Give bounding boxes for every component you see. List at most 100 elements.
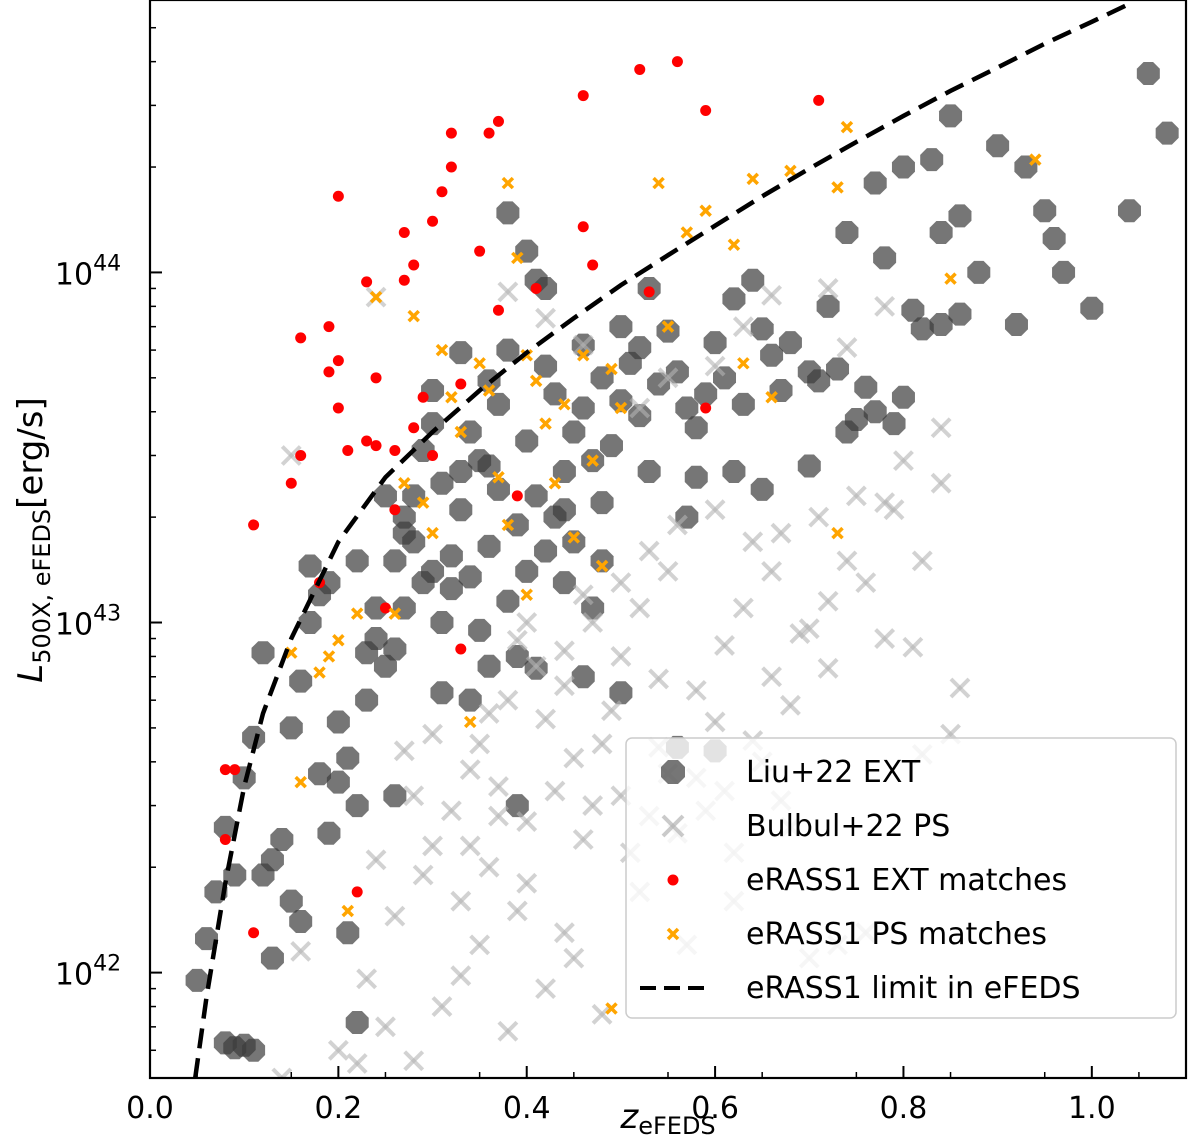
liu-ext-point (609, 389, 633, 413)
data-points-layer (185, 56, 1179, 1078)
liu-ext-point (477, 654, 501, 678)
bulbul-ps-point (732, 316, 754, 338)
liu-ext-point (599, 434, 623, 458)
liu-ext-point (835, 221, 859, 245)
bulbul-ps-point (544, 780, 566, 802)
erass1-ext-match-point (361, 276, 373, 288)
liu-ext-point (364, 627, 388, 651)
bulbul-ps-point (874, 628, 896, 649)
liu-ext-point (505, 794, 529, 818)
legend-label-erass1-ps: eRASS1 PS matches (746, 917, 1047, 952)
x-axis-title-main: z (619, 1097, 639, 1136)
liu-ext-point (1004, 312, 1028, 336)
erass1-ext-match-point (389, 504, 401, 516)
liu-ext-point (1136, 62, 1160, 86)
liu-ext-point (345, 1011, 369, 1035)
erass1-ps-match-point (727, 238, 741, 251)
bulbul-ps-point (478, 856, 500, 878)
bulbul-ps-point (572, 829, 594, 850)
liu-ext-point (534, 539, 558, 563)
bulbul-ps-point (638, 540, 660, 562)
legend-box (625, 737, 1177, 1019)
x-tick-label: 0.2 (315, 1091, 363, 1126)
liu-ext-point (750, 317, 774, 341)
erass1-ext-match-point (323, 366, 335, 378)
bulbul-ps-point (497, 689, 519, 711)
liu-ext-point (383, 784, 407, 808)
erass1-ps-match-point (332, 633, 345, 647)
bulbul-ps-point (883, 499, 905, 521)
bulbul-ps-point (497, 1020, 519, 1042)
bulbul-ps-point (855, 572, 877, 594)
erass1-ps-match-point (746, 172, 760, 186)
liu-ext-point (534, 354, 558, 378)
erass1-ext-match-point (408, 259, 420, 271)
liu-ext-point (552, 498, 576, 522)
liu-ext-point (665, 360, 689, 384)
bulbul-ps-point (704, 499, 726, 521)
liu-ext-point (590, 549, 614, 573)
erass1-ps-match-point (576, 349, 590, 362)
y-axis-title-main: L (11, 664, 51, 683)
liu-ext-point (242, 1038, 266, 1062)
bulbul-ps-point (422, 835, 443, 857)
x-tick-label: 0.6 (691, 1091, 739, 1126)
bulbul-ps-point (488, 776, 509, 797)
erass1-ps-match-point (388, 607, 402, 620)
liu-ext-point (1042, 226, 1066, 250)
erass1-ps-match-point (501, 518, 515, 532)
erass1-ext-match-point (436, 186, 448, 198)
liu-ext-point (279, 889, 303, 913)
erass1-ps-match-point (840, 120, 854, 134)
bulbul-ps-point (667, 514, 688, 536)
liu-ext-point (1080, 296, 1104, 320)
x-tick-label: 0.8 (880, 1091, 928, 1126)
erass1-ps-match-point (313, 666, 326, 679)
liu-ext-point (449, 341, 473, 365)
bulbul-ps-point (902, 636, 924, 658)
bulbul-ps-point (657, 560, 679, 582)
bulbul-ps-point (327, 1039, 349, 1061)
liu-ext-point (477, 534, 501, 558)
erass1-ext-match-point (323, 321, 335, 333)
liu-ext-point (345, 794, 369, 818)
erass1-ps-match-point (501, 176, 515, 190)
liu-ext-point (873, 246, 897, 270)
liu-ext-point (835, 420, 859, 444)
x-tick-label: 0.0 (126, 1091, 174, 1126)
erass1-ext-match-point (370, 440, 382, 452)
erass1-ext-match-point (219, 834, 231, 846)
liu-ext-point (581, 596, 605, 620)
x-axis-title: zeFEDS (619, 1097, 715, 1136)
liu-ext-point (298, 611, 322, 635)
erass1-ps-match-point (699, 204, 712, 218)
y-tick-label: 1044 (55, 251, 121, 292)
liu-ext-point (562, 530, 586, 554)
bulbul-ps-point (817, 657, 839, 679)
x-tick-label: 1.0 (1068, 1091, 1116, 1126)
bulbul-ps-point (478, 703, 500, 724)
liu-ext-point (882, 412, 906, 436)
bulbul-ps-point (440, 800, 462, 822)
liu-ext-point (213, 815, 237, 839)
bulbul-ps-point (563, 747, 585, 769)
liu-ext-point (345, 549, 369, 573)
bulbul-ps-point (450, 965, 472, 987)
erass1-ext-match-point (455, 378, 467, 390)
liu-ext-point (279, 716, 303, 740)
limit-curve-layer (192, 1, 1131, 1078)
liu-ext-point (534, 276, 558, 300)
erass1-ps-match-point (737, 357, 750, 370)
bulbul-ps-point (346, 1053, 368, 1074)
liu-ext-point (449, 498, 473, 522)
liu-ext-point (430, 681, 454, 705)
erass1-ps-match-point (369, 290, 383, 304)
liu-ext-point (383, 549, 407, 573)
bulbul-ps-point (911, 550, 933, 572)
erass1-ext-match-point (643, 286, 655, 298)
bulbul-ps-point (949, 677, 971, 699)
liu-ext-point (948, 302, 972, 326)
liu-ext-point (505, 644, 529, 668)
bulbul-ps-point (290, 940, 312, 962)
liu-ext-point (929, 312, 953, 336)
